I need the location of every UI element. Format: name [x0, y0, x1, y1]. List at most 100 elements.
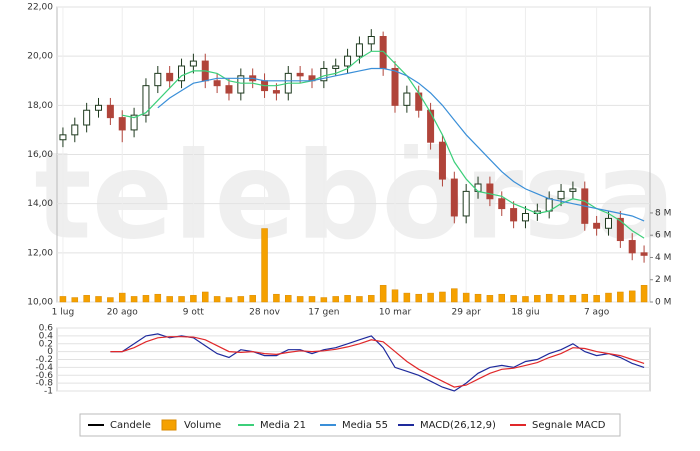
volume-bar: [178, 296, 185, 303]
candle-body: [557, 190, 565, 200]
volume-bar: [605, 292, 612, 303]
candle-body: [604, 217, 612, 229]
candle-body: [427, 109, 435, 143]
candle-body: [296, 72, 304, 77]
candle-body: [379, 36, 387, 69]
y-tick-label: 14,00: [27, 199, 53, 209]
volume-bar: [296, 296, 304, 303]
y-tick-label: -0.4: [35, 363, 53, 373]
y-tick-label: -0.2: [35, 355, 53, 365]
volume-bar: [557, 295, 565, 303]
candle-body: [616, 217, 624, 242]
candle-body: [474, 183, 482, 192]
candle-body: [154, 72, 162, 87]
volume-bar: [510, 295, 517, 303]
x-tick-label: 20 ago: [107, 308, 139, 318]
x-tick-label: 29 apr: [452, 308, 482, 318]
x-tick-label: 7 ago: [584, 308, 610, 318]
volume-bar: [71, 297, 79, 303]
candle-body: [438, 141, 446, 180]
volume-bar: [273, 293, 280, 303]
volume-bar: [95, 296, 102, 303]
line: [122, 50, 645, 239]
volume-bar: [498, 293, 505, 303]
volume-bar: [403, 292, 411, 303]
volume-bar: [356, 296, 363, 303]
volume-bar: [427, 292, 434, 303]
y-tick-label: 16,00: [27, 150, 53, 160]
y-tick-label: 10,00: [27, 298, 53, 308]
candle-body: [486, 183, 494, 200]
volume-bar: [451, 288, 458, 303]
volume-bar: [545, 293, 553, 303]
line: [110, 336, 645, 388]
volume-bar: [593, 295, 600, 303]
candle-body: [344, 55, 352, 67]
candle-body: [391, 67, 399, 106]
y2-tick-label: 8 M: [655, 208, 671, 218]
volume-bar: [202, 291, 209, 303]
x-tick-label: 17 gen: [308, 308, 339, 318]
candle-body: [355, 43, 363, 57]
y2-tick-label: 2 M: [655, 275, 671, 285]
volume-bar: [474, 293, 482, 303]
candle-body: [189, 60, 197, 67]
volume-bar: [534, 295, 541, 303]
volume-bar: [628, 290, 636, 303]
y-tick-label: 0.6: [39, 324, 54, 334]
volume-bar: [249, 295, 256, 303]
y2-tick-label: 6 M: [655, 231, 671, 241]
candle-body: [498, 198, 506, 210]
volume-bar: [640, 285, 648, 303]
candle-body: [628, 240, 636, 254]
volume-bar: [368, 295, 375, 303]
volume-bar: [379, 285, 387, 303]
volume-bar: [213, 296, 221, 303]
volume-bar: [332, 296, 339, 303]
volume-bar: [118, 292, 126, 303]
candle-body: [332, 65, 340, 69]
watermark: telebörsa: [34, 128, 675, 267]
x-tick-label: 10 mar: [379, 308, 412, 318]
line: [157, 67, 645, 222]
volume-bar: [261, 228, 268, 303]
line: [110, 333, 645, 392]
volume-bar: [130, 296, 138, 303]
y-tick-label: 18,00: [27, 101, 53, 111]
y-tick-label: 0: [47, 347, 53, 357]
y-tick-label: 22,00: [27, 3, 53, 13]
volume-bar: [486, 295, 494, 303]
candle-body: [178, 65, 186, 82]
volume-bar: [415, 293, 422, 303]
legend-box: [79, 413, 621, 437]
volume-bar: [581, 293, 589, 303]
volume-bar: [439, 291, 446, 303]
candle-body: [142, 85, 150, 116]
volume-bar: [285, 295, 292, 303]
volume-bar: [225, 297, 233, 303]
volume-bar: [320, 297, 328, 303]
candle-body: [71, 124, 79, 136]
volume-bar: [344, 295, 351, 303]
candle-body: [83, 109, 91, 126]
y-tick-label: 0.2: [39, 339, 53, 349]
candle-body: [569, 188, 577, 192]
y-tick-label: -0.6: [35, 371, 53, 381]
candle-body: [213, 80, 221, 87]
candle-body: [510, 208, 518, 222]
candle-body: [237, 75, 245, 94]
candle-body: [106, 104, 114, 119]
candle-body: [593, 222, 601, 229]
legend-label: Media 55: [342, 420, 388, 431]
candle-body: [450, 178, 458, 217]
x-tick-label: 1 lug: [52, 308, 75, 318]
legend: Candele Volume Media 21 Media 55 MACD(26,12,…: [88, 419, 606, 431]
x-tick-label: 28 nov: [249, 308, 281, 318]
candle-body: [367, 36, 375, 45]
volume-bar: [83, 295, 90, 303]
y2-tick-label: 4 M: [655, 253, 671, 263]
candle-body: [521, 213, 529, 222]
volume-bar: [462, 292, 470, 303]
volume-bar: [190, 295, 197, 303]
